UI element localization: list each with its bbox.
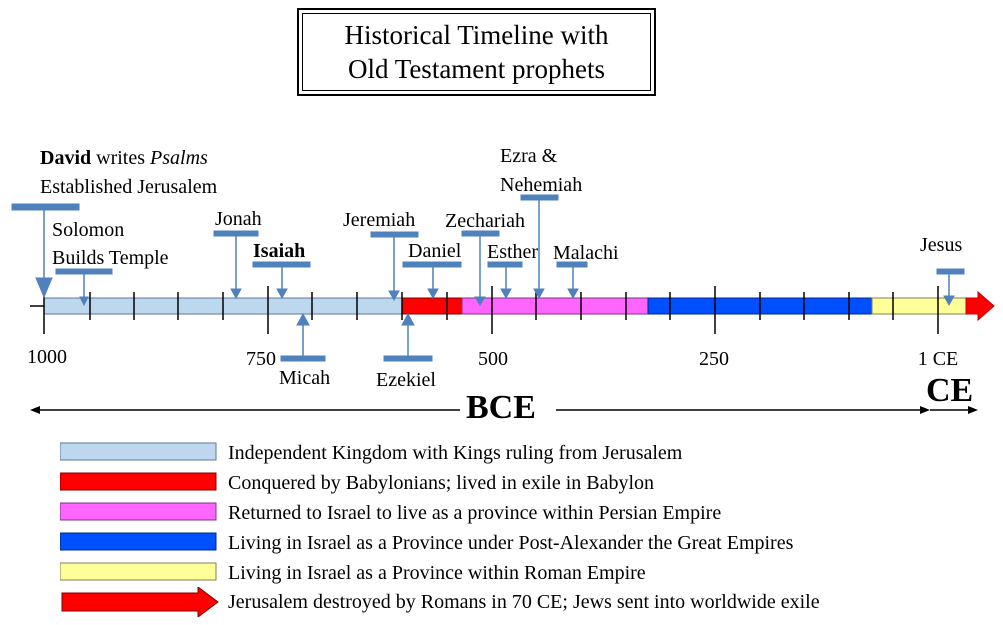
period-bar-roman xyxy=(871,297,969,315)
legend-swatch-roman xyxy=(59,562,217,581)
marker-arrow-jeremiah xyxy=(388,290,400,302)
tick-label: 250 xyxy=(699,348,729,370)
label-david-psalms: Psalms xyxy=(150,147,208,169)
marker-arrow-esther xyxy=(500,288,512,300)
label-solomon-line1: Solomon xyxy=(52,219,125,241)
legend-item-post-alexander xyxy=(59,531,217,555)
label-david: David writes Psalms xyxy=(40,147,208,169)
tick-label: 1000 xyxy=(27,346,67,368)
marker-bar-micah xyxy=(280,355,326,362)
axis-ticks xyxy=(43,286,939,334)
label-esther: Esther xyxy=(487,241,539,263)
label-jesus: Jesus xyxy=(920,234,963,256)
marker-bar-jonah xyxy=(213,230,259,237)
tick-label: 500 xyxy=(478,348,508,370)
legend-swatch-kingdom xyxy=(59,442,217,461)
label-david-writes: writes xyxy=(96,147,146,169)
marker-arrow-jesus xyxy=(943,295,955,307)
legend-item-roman xyxy=(59,561,217,585)
marker-arrow-ezra xyxy=(533,288,545,300)
legend-swatch-exile xyxy=(61,586,219,618)
label-solomon-line2: Builds Temple xyxy=(52,247,169,269)
marker-arrow-jonah xyxy=(230,288,242,300)
legend-swatch-babylon xyxy=(59,472,217,491)
period-bar-babylon xyxy=(401,297,463,315)
legend-label-roman: Living in Israel as a Province within Ro… xyxy=(228,562,646,584)
period-arrow-exile xyxy=(965,290,995,322)
marker-arrow-daniel xyxy=(427,288,439,300)
marker-arrow-zechariah xyxy=(474,296,486,306)
label-jonah: Jonah xyxy=(215,208,262,230)
label-david-name: David xyxy=(40,147,92,169)
title-box: Historical Timeline with Old Testament p… xyxy=(297,8,656,96)
legend-swatch-post-alexander xyxy=(59,532,217,551)
label-isaiah: Isaiah xyxy=(253,240,306,262)
label-daniel: Daniel xyxy=(408,240,462,262)
tick-label: 1 CE xyxy=(917,348,959,370)
legend-label-kingdom: Independent Kingdom with Kings ruling fr… xyxy=(228,442,683,464)
label-ezra-line1: Ezra & xyxy=(500,145,558,167)
legend-label-exile: Jerusalem destroyed by Romans in 70 CE; … xyxy=(228,591,820,613)
label-zechariah: Zechariah xyxy=(445,210,525,232)
legend-item-babylon xyxy=(59,471,217,495)
marker-bar-ezekiel xyxy=(383,355,433,362)
ce-arrow-head xyxy=(968,406,978,414)
marker-arrow-ezekiel xyxy=(401,312,415,326)
period-bar-persian xyxy=(461,297,649,315)
title-inner: Historical Timeline with Old Testament p… xyxy=(302,13,651,91)
legend-swatch-persian xyxy=(59,502,217,521)
title-line-2: Old Testament prophets xyxy=(347,54,606,84)
label-micah: Micah xyxy=(279,367,331,389)
marker-bar-daniel xyxy=(402,261,462,268)
title-line-1: Historical Timeline with xyxy=(344,20,609,50)
era-arrows xyxy=(30,406,978,414)
legend-item-persian xyxy=(59,501,217,525)
tick-label: 750 xyxy=(246,348,276,370)
legend-label-babylon: Conquered by Babylonians; lived in exile… xyxy=(228,472,655,494)
bce-arrow-right-head xyxy=(920,406,930,414)
legend-label-persian: Returned to Israel to live as a province… xyxy=(228,502,722,524)
marker-bar-isaiah xyxy=(252,261,311,268)
marker-bar-malachi xyxy=(556,261,588,268)
marker-bar-solomon xyxy=(55,268,113,275)
marker-bar-jeremiah xyxy=(370,231,419,238)
legend-item-exile xyxy=(60,586,220,618)
marker-bar-david xyxy=(11,203,80,211)
legend-label-post-alexander: Living in Israel as a Province under Pos… xyxy=(228,532,794,554)
marker-arrow-solomon xyxy=(79,296,89,307)
bce-arrow-left-head xyxy=(30,406,40,414)
label-ezekiel: Ezekiel xyxy=(376,369,436,391)
marker-bar-jesus xyxy=(936,268,965,275)
legend-item-kingdom xyxy=(59,441,217,465)
marker-arrow-micah xyxy=(296,312,310,326)
marker-arrow-david xyxy=(35,277,53,299)
markers xyxy=(11,194,965,362)
marker-arrow-malachi xyxy=(567,288,579,300)
label-ezra-line2: Nehemiah xyxy=(500,174,583,196)
marker-arrow-isaiah xyxy=(276,288,288,300)
label-jeremiah: Jeremiah xyxy=(343,209,416,231)
marker-bar-esther xyxy=(487,261,523,268)
label-david-line2: Established Jerusalem xyxy=(40,176,218,198)
label-malachi: Malachi xyxy=(553,242,619,264)
era-bce-label: BCE xyxy=(466,389,536,426)
era-ce-label: CE xyxy=(926,372,974,409)
